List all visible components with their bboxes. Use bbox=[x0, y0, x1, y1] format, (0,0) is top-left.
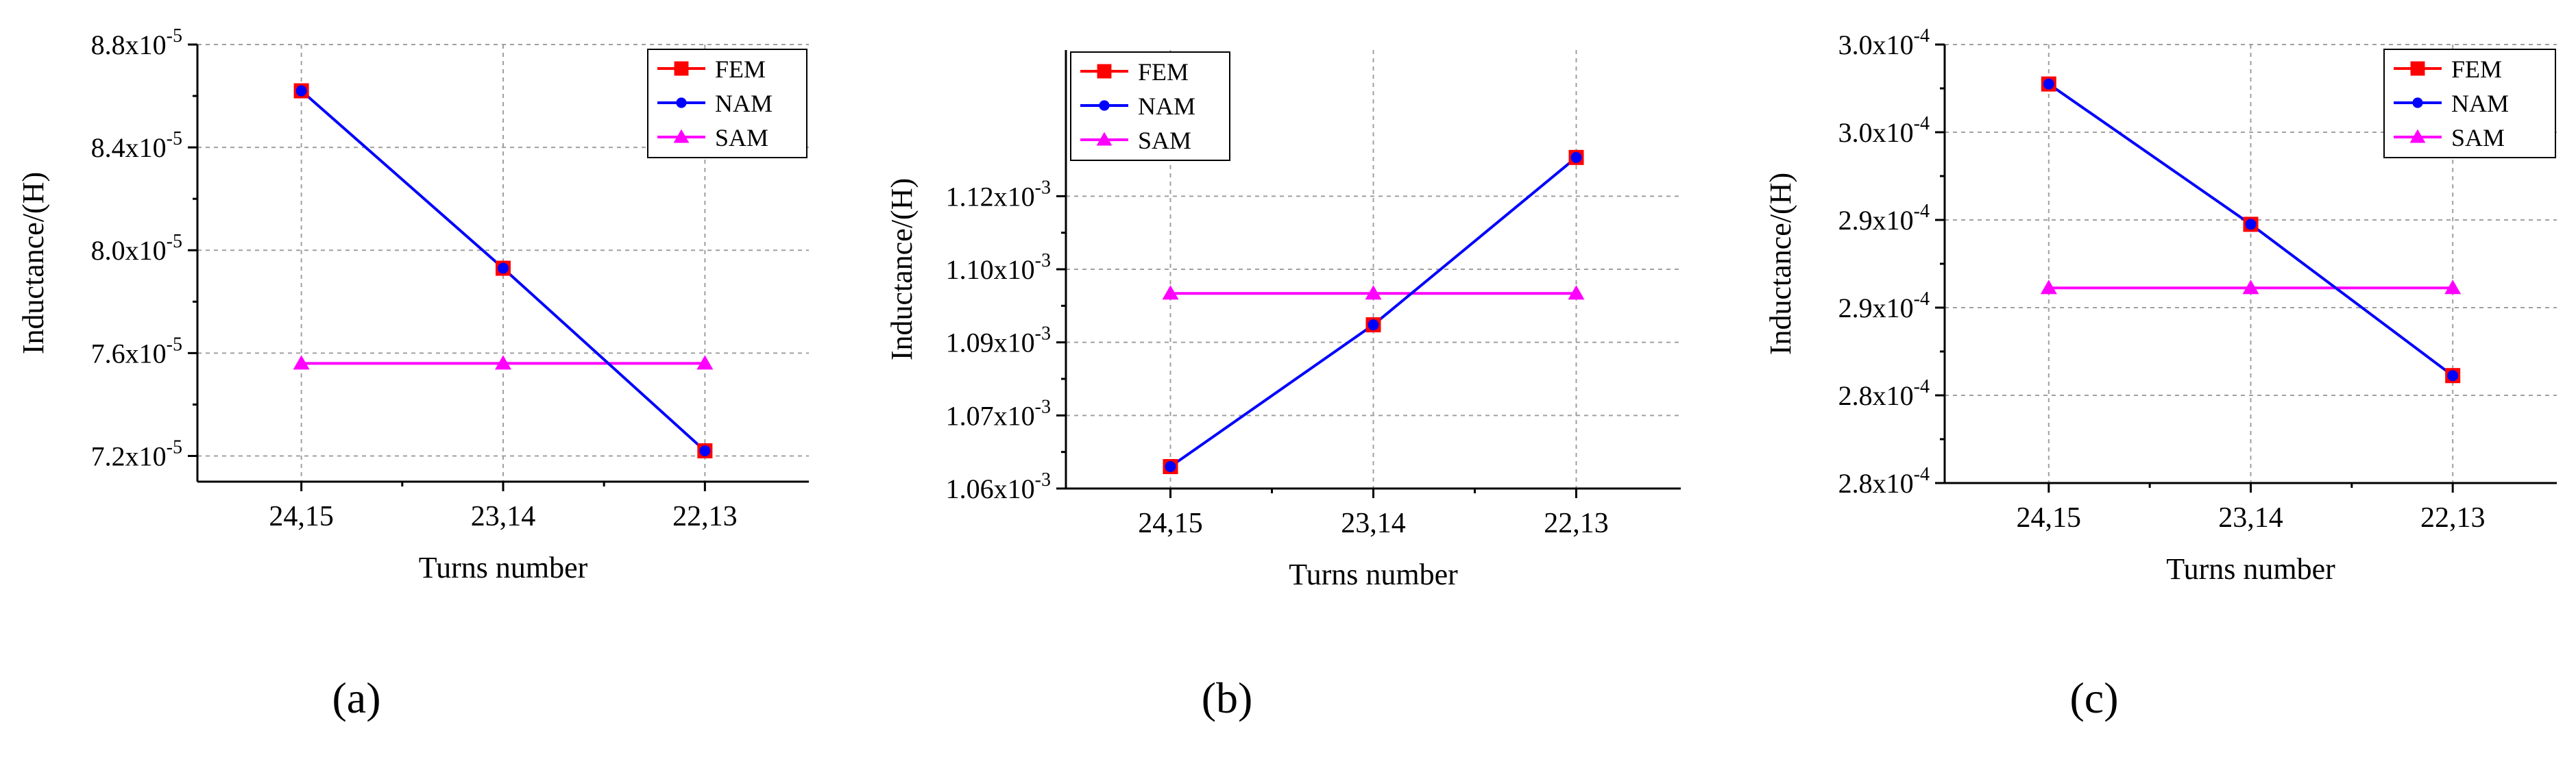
legend-marker bbox=[2409, 129, 2426, 143]
legend: FEM NAM SAM bbox=[647, 49, 807, 158]
point-nam bbox=[2245, 219, 2257, 230]
x-tick-label: 23,14 bbox=[1341, 508, 1406, 539]
legend: FEM NAM SAM bbox=[2383, 49, 2556, 158]
legend: FEM NAM SAM bbox=[1070, 51, 1230, 161]
point-nam bbox=[2447, 370, 2459, 382]
panel-label: (a) bbox=[332, 674, 380, 722]
y-tick-label: 7.6x10-5 bbox=[91, 334, 182, 369]
x-tick-label: 24,15 bbox=[2017, 502, 2082, 534]
legend-label: SAM bbox=[1138, 127, 1191, 154]
legend-marker bbox=[1096, 132, 1113, 146]
legend-label: FEM bbox=[715, 55, 766, 83]
legend-label: NAM bbox=[2451, 90, 2509, 117]
y-tick-label: 7.2x10-5 bbox=[91, 436, 182, 471]
x-tick-label: 24,15 bbox=[269, 501, 334, 532]
legend-label: NAM bbox=[715, 90, 773, 117]
point-sam bbox=[1568, 285, 1585, 300]
legend-marker bbox=[1099, 100, 1110, 111]
point-sam bbox=[1162, 285, 1179, 300]
y-axis-title: Inductance/(H) bbox=[16, 172, 50, 354]
x-axis-title: Turns number bbox=[2166, 552, 2335, 586]
x-tick-label: 22,13 bbox=[672, 501, 738, 532]
point-sam bbox=[293, 355, 310, 370]
point-sam bbox=[1365, 285, 1382, 300]
x-axis-title: Turns number bbox=[1289, 558, 1458, 591]
legend-marker bbox=[2412, 97, 2423, 108]
y-tick-label: 2.8x10-4 bbox=[1838, 464, 1930, 499]
y-tick-label: 8.4x10-5 bbox=[91, 128, 182, 163]
y-tick-label: 1.09x10-3 bbox=[946, 323, 1051, 358]
x-axis-title: Turns number bbox=[419, 551, 588, 584]
point-nam bbox=[295, 85, 307, 97]
y-tick-label: 2.9x10-4 bbox=[1838, 288, 1930, 323]
x-tick-label: 23,14 bbox=[2218, 502, 2283, 534]
legend-label: FEM bbox=[1138, 58, 1189, 86]
legend-label: FEM bbox=[2451, 55, 2502, 83]
chart-panel-0: 7.2x10-5 7.6x10-5 8.0x10-5 8.4x10-5 8.8x10-5… bbox=[16, 25, 809, 722]
point-sam bbox=[495, 355, 511, 370]
point-sam bbox=[2242, 280, 2259, 295]
point-sam bbox=[2040, 280, 2057, 295]
legend-label: SAM bbox=[715, 124, 768, 151]
legend-label: NAM bbox=[1138, 92, 1195, 120]
point-nam bbox=[1165, 461, 1176, 472]
point-nam bbox=[699, 445, 711, 456]
chart-panel-1: 1.06x10-3 1.07x10-3 1.09x10-3 1.10x10-3 1.12… bbox=[885, 50, 1681, 722]
chart-panel-2: 2.8x10-4 2.8x10-4 2.9x10-4 2.9x10-4 3.0x10-4… bbox=[1764, 25, 2557, 722]
legend-marker bbox=[676, 97, 687, 108]
point-sam bbox=[696, 355, 714, 370]
x-tick-label: 24,15 bbox=[1138, 508, 1203, 539]
panel-label: (b) bbox=[1202, 674, 1253, 722]
legend-marker bbox=[1097, 64, 1112, 79]
legend-label: SAM bbox=[2451, 124, 2505, 151]
y-tick-label: 2.8x10-4 bbox=[1838, 376, 1930, 411]
point-nam bbox=[1570, 151, 1582, 163]
y-tick-label: 1.07x10-3 bbox=[946, 396, 1051, 431]
x-tick-label: 22,13 bbox=[1544, 508, 1609, 539]
legend-marker bbox=[674, 61, 689, 76]
y-tick-label: 8.0x10-5 bbox=[91, 231, 182, 266]
x-tick-label: 23,14 bbox=[471, 501, 536, 532]
y-axis-title: Inductance/(H) bbox=[1764, 173, 1797, 355]
y-axis-title: Inductance/(H) bbox=[885, 178, 919, 360]
y-tick-label: 8.8x10-5 bbox=[91, 25, 182, 60]
y-tick-label: 1.06x10-3 bbox=[946, 469, 1051, 504]
y-tick-label: 1.12x10-3 bbox=[946, 177, 1051, 212]
point-nam bbox=[2043, 78, 2054, 90]
y-tick-label: 1.10x10-3 bbox=[946, 250, 1051, 285]
panel-label: (c) bbox=[2069, 674, 2118, 722]
point-nam bbox=[498, 262, 509, 274]
legend-marker bbox=[673, 129, 690, 143]
point-nam bbox=[1368, 319, 1379, 331]
legend-marker bbox=[2410, 61, 2425, 76]
y-tick-label: 3.0x10-4 bbox=[1838, 113, 1930, 148]
point-sam bbox=[2444, 280, 2462, 295]
x-tick-label: 22,13 bbox=[2420, 502, 2486, 534]
y-tick-label: 3.0x10-4 bbox=[1838, 25, 1930, 60]
y-tick-label: 2.9x10-4 bbox=[1838, 201, 1930, 236]
